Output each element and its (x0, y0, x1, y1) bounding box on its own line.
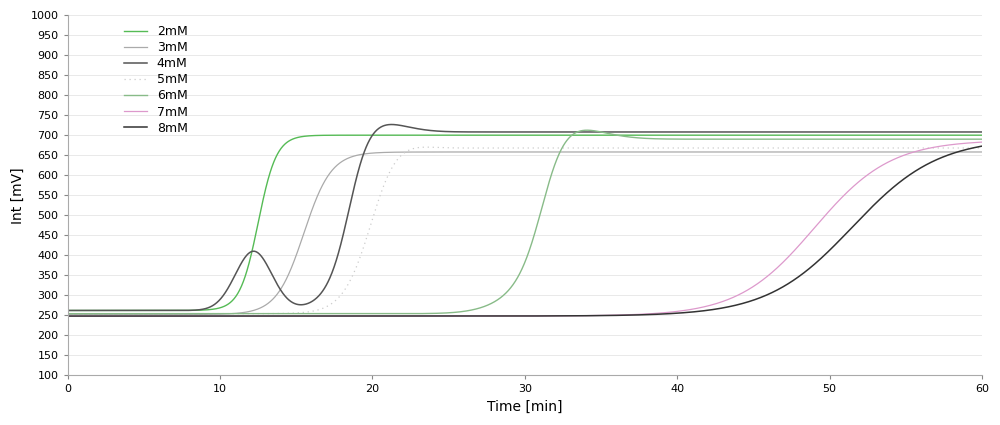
6mM (860, 136, 872, 142)
4mM (220, 289, 232, 294)
2mM (452, 133, 464, 138)
6mM (958, 136, 970, 142)
Line: 8mM: 8mM (68, 146, 982, 316)
4mM (62, 308, 74, 313)
3mM (220, 312, 232, 317)
X-axis label: Time [min]: Time [min] (487, 400, 563, 414)
Line: 4mM: 4mM (68, 125, 982, 311)
5mM (62, 311, 74, 316)
8mM (220, 314, 232, 319)
2mM (958, 133, 970, 138)
3mM (166, 312, 178, 317)
2mM (62, 308, 74, 313)
3mM (452, 150, 464, 155)
8mM (452, 314, 464, 319)
5mM (166, 311, 178, 316)
Line: 3mM: 3mM (68, 152, 982, 314)
5mM (976, 145, 988, 150)
Line: 5mM: 5mM (68, 147, 982, 314)
4mM (976, 130, 988, 135)
8mM (412, 314, 424, 319)
8mM (166, 314, 178, 319)
2mM (412, 133, 424, 138)
7mM (976, 139, 988, 144)
2mM (976, 133, 988, 138)
5mM (860, 145, 872, 150)
5mM (958, 145, 970, 150)
Y-axis label: Int [mV]: Int [mV] (11, 167, 25, 224)
Line: 6mM: 6mM (68, 130, 982, 314)
4mM (413, 126, 425, 131)
7mM (220, 314, 232, 319)
4mM (958, 130, 970, 135)
7mM (958, 141, 970, 146)
8mM (62, 314, 74, 319)
7mM (412, 314, 424, 319)
7mM (62, 314, 74, 319)
3mM (62, 312, 74, 317)
4mM (166, 308, 178, 313)
3mM (976, 150, 988, 155)
5mM (220, 311, 232, 316)
7mM (166, 314, 178, 319)
6mM (220, 311, 232, 316)
7mM (452, 314, 464, 319)
2mM (220, 303, 232, 308)
2mM (860, 133, 872, 138)
2mM (166, 308, 178, 313)
5mM (412, 145, 424, 150)
8mM (859, 211, 871, 216)
6mM (166, 311, 178, 316)
6mM (581, 128, 593, 133)
6mM (976, 136, 988, 142)
3mM (412, 150, 424, 155)
Legend: 2mM, 3mM, 4mM, 5mM, 6mM, 7mM, 8mM: 2mM, 3mM, 4mM, 5mM, 6mM, 7mM, 8mM (124, 25, 188, 135)
2mM (588, 133, 600, 138)
3mM (802, 150, 814, 155)
7mM (859, 174, 871, 179)
8mM (958, 147, 970, 153)
4mM (452, 129, 464, 134)
5mM (452, 145, 464, 150)
Line: 7mM: 7mM (68, 142, 982, 316)
5mM (421, 144, 433, 150)
8mM (976, 144, 988, 149)
6mM (452, 309, 464, 314)
4mM (860, 130, 872, 135)
6mM (412, 311, 424, 316)
3mM (958, 150, 970, 155)
6mM (62, 311, 74, 316)
Line: 2mM: 2mM (68, 135, 982, 311)
4mM (385, 122, 397, 127)
3mM (860, 150, 872, 155)
